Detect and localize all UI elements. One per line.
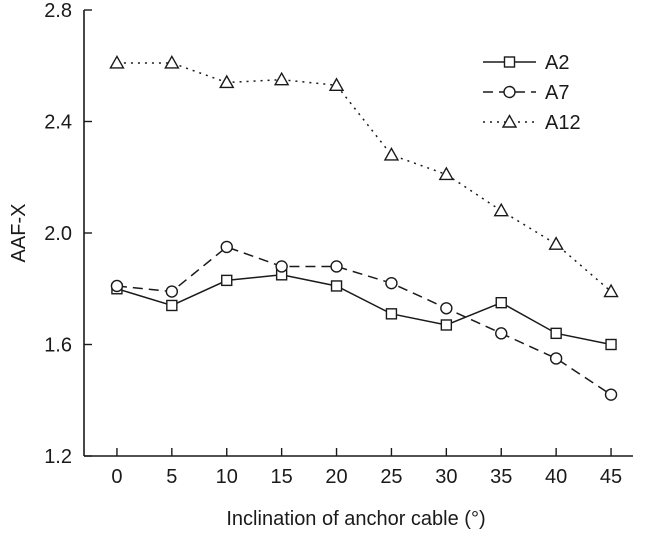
data-point-a12 [438,166,455,181]
data-point-a7 [549,352,563,365]
data-point-a2 [440,319,453,331]
legend-item-a2: A2 [483,52,569,74]
x-tick-label: 15 [271,466,293,488]
data-point-a12 [109,55,125,69]
legend-item-a7: A7 [483,82,569,104]
data-point-a7 [275,260,288,273]
series-a12 [109,55,619,298]
y-tick-label: 2.8 [44,0,72,22]
axes: 1.2 1.6 2.0 2.4 2.8 0 5 10 15 20 25 30 35 40 45 [44,0,633,488]
x-tick-label: 25 [380,466,402,488]
data-point-a12 [328,77,345,91]
data-point-a12 [603,283,619,298]
data-point-a7 [385,276,398,290]
legend-marker-a12 [501,114,518,128]
data-point-a2 [385,308,398,320]
y-tick-label: 2.0 [44,223,72,245]
x-tick-label: 10 [216,466,238,488]
data-point-a7 [330,260,343,273]
data-point-a12 [164,55,180,69]
legend: A2 A7 A12 [483,52,581,134]
series-line-a7 [116,246,612,396]
data-point-a12 [548,236,564,250]
y-tick-label: 2.4 [44,112,72,134]
x-tick-label: 20 [325,466,347,488]
legend-label-a2: A2 [545,52,569,74]
data-point-a12 [383,147,400,161]
data-point-a2 [550,327,562,340]
data-point-a12 [493,202,509,217]
series-line-a12 [116,62,612,293]
data-point-a2 [221,274,233,287]
y-axis-title: AAF-X [8,204,30,263]
data-point-a12 [219,74,235,89]
x-tick-label: 40 [545,466,567,488]
series-line-a2 [116,274,612,346]
y-tick-label: 1.6 [44,335,72,357]
data-point-a2 [330,280,343,292]
legend-label-a12: A12 [545,112,581,134]
series-a7 [110,240,618,401]
x-tick-label: 35 [490,466,512,488]
data-point-a2 [166,299,178,312]
x-tick-label: 5 [166,466,177,488]
legend-marker-a2 [503,56,516,68]
data-point-a7 [495,327,508,340]
data-point-a7 [110,279,124,293]
data-point-a12 [273,71,290,86]
series-a2 [111,269,617,351]
y-tick-label: 1.2 [44,446,72,468]
x-tick-label: 30 [435,466,457,488]
data-point-a2 [605,338,617,351]
x-axis-title: Inclination of anchor cable (°) [226,508,485,530]
legend-item-a12: A12 [483,112,581,134]
data-point-a7 [440,302,453,315]
data-point-a2 [495,296,507,309]
x-tick-label: 45 [600,466,622,488]
data-point-a7 [165,285,179,298]
data-point-a7 [220,240,233,254]
x-tick-label: 0 [111,466,122,488]
legend-label-a7: A7 [545,82,569,104]
series-layer [109,55,619,401]
legend-marker-a7 [503,85,516,99]
data-point-a7 [604,388,618,401]
